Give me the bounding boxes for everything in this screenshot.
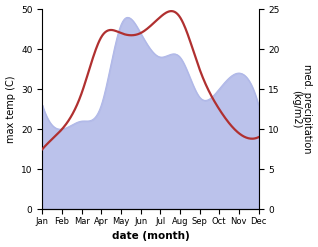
- Y-axis label: max temp (C): max temp (C): [5, 75, 16, 143]
- Y-axis label: med. precipitation
(kg/m2): med. precipitation (kg/m2): [291, 64, 313, 154]
- X-axis label: date (month): date (month): [112, 231, 189, 242]
